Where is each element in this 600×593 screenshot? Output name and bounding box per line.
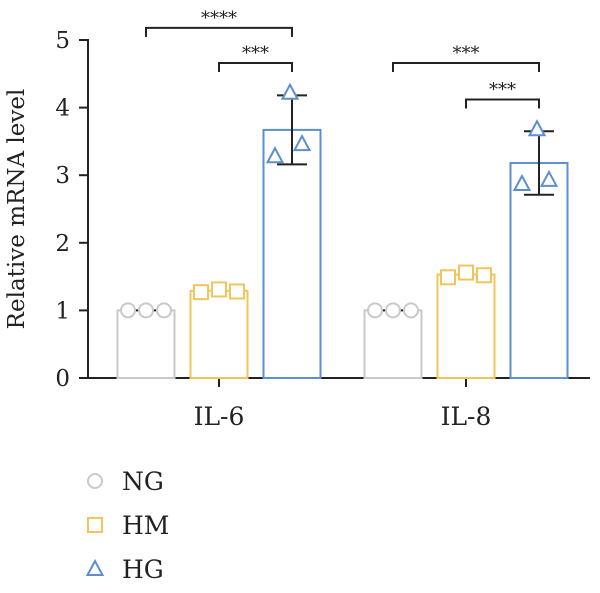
- data-point-hm: [229, 283, 245, 300]
- data-point-hm: [211, 281, 227, 298]
- data-points: [120, 82, 559, 319]
- y-tick-label: 0: [55, 366, 70, 392]
- bar-hg: [509, 162, 569, 379]
- bar-ng: [116, 309, 176, 379]
- legend-label-hg: HG: [122, 555, 164, 584]
- data-point-hg: [265, 146, 285, 164]
- x-tick-label: IL-8: [441, 402, 492, 431]
- significance-label: ****: [201, 8, 237, 29]
- y-tick-label: 1: [55, 298, 70, 324]
- y-tick-label: 4: [55, 96, 70, 122]
- data-point-ng: [385, 302, 401, 319]
- data-point-ng: [120, 302, 136, 319]
- y-axis-label: Relative mRNA level: [4, 89, 30, 330]
- significance-bracket: [218, 61, 293, 72]
- bar-hm: [189, 289, 249, 379]
- bar-ng: [363, 309, 423, 379]
- data-point-hg: [512, 173, 532, 191]
- legend-marker-hm: [87, 517, 103, 533]
- data-point-ng: [156, 302, 172, 319]
- data-point-ng: [403, 302, 419, 319]
- data-point-hm: [458, 264, 474, 281]
- significance-bracket: [392, 61, 540, 72]
- data-point-hm: [193, 284, 209, 301]
- data-point-hm: [476, 267, 492, 284]
- y-tick-label: 5: [55, 28, 70, 54]
- significance-bracket: [145, 26, 293, 37]
- legend-marker-ng: [87, 473, 103, 489]
- legend-marker-hg: [85, 558, 105, 576]
- significance-label: ***: [489, 79, 516, 100]
- significance-bracket: [465, 98, 540, 109]
- data-point-hg: [292, 133, 312, 152]
- legend-label-hm: HM: [122, 511, 169, 540]
- y-tick-label: 2: [55, 231, 70, 257]
- data-point-hg: [527, 119, 547, 137]
- legend: NG HM HG: [85, 467, 169, 584]
- bar-hg: [262, 128, 322, 379]
- y-tick-label: 3: [55, 163, 70, 189]
- axes: 0 1 2 3 4 5 Relative mRNA level IL-6 IL-8: [4, 28, 590, 431]
- x-tick-label: IL-6: [194, 402, 245, 431]
- legend-label-ng: NG: [122, 467, 164, 496]
- data-point-hg: [539, 169, 559, 187]
- bar-hm: [436, 273, 496, 379]
- significance-label: ***: [242, 43, 269, 64]
- significance-label: ***: [453, 43, 480, 64]
- data-point-ng: [367, 302, 383, 319]
- significance-annotations: ******* ******: [145, 8, 540, 109]
- data-point-ng: [138, 302, 154, 319]
- bars: [116, 128, 569, 379]
- data-point-hg: [280, 82, 300, 100]
- data-point-hm: [440, 269, 456, 286]
